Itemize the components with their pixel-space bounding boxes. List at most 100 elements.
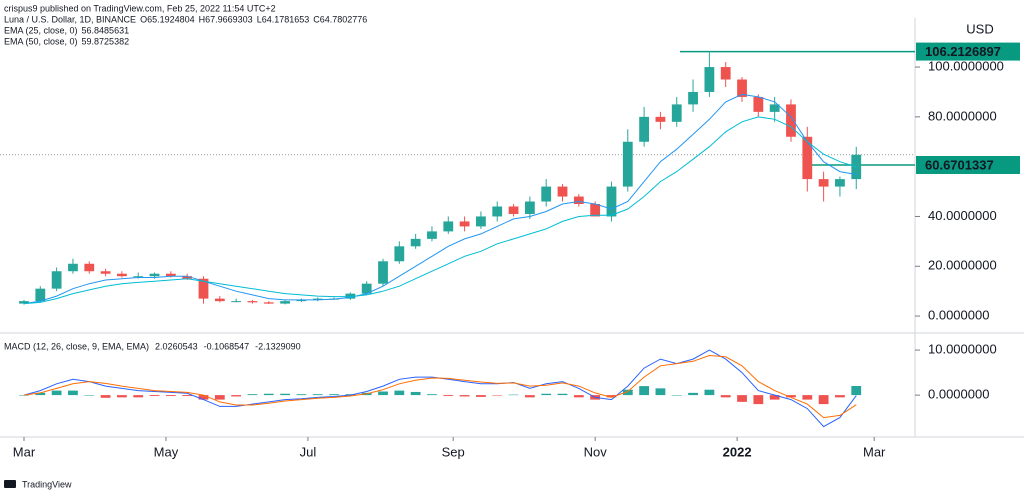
candle-body (769, 104, 780, 112)
candle-body (149, 273, 160, 277)
macd-histogram-bar (182, 395, 193, 397)
candle-body (590, 204, 601, 217)
ema-line (23, 116, 857, 305)
candle-body (280, 301, 290, 304)
x-tick-label: Jul (300, 444, 317, 459)
macd-histogram-bar (459, 395, 470, 397)
macd-histogram-bar (329, 394, 339, 396)
candle-body (541, 186, 552, 202)
x-tick-label: May (154, 444, 179, 459)
y-tick-label: 0.0000000 (928, 307, 989, 322)
macd-histogram-bar (606, 395, 617, 398)
macd-histogram-bar (737, 395, 747, 402)
candle-body (410, 238, 421, 247)
candle-body (443, 221, 454, 232)
macd-histogram-bar (573, 395, 584, 398)
x-tick-label: 2022 (723, 444, 752, 459)
macd-histogram-bar (639, 386, 650, 396)
macd-histogram-bar (133, 395, 144, 398)
footer: TradingView (22, 479, 72, 489)
macd-histogram-bar (818, 395, 829, 405)
macd-histogram-bar (508, 394, 519, 396)
macd-histogram-bar (688, 392, 698, 396)
macd-histogram-bar (247, 394, 258, 396)
macd-histogram-bar (557, 393, 568, 396)
macd-histogram-bar (263, 393, 274, 396)
macd-histogram-bar (443, 395, 454, 397)
candle-body (753, 96, 764, 112)
candle-body (84, 263, 95, 272)
header-text: O65.1924804 (140, 14, 195, 24)
candle-body (165, 273, 176, 277)
candle-body (68, 263, 78, 272)
macd-histogram-bar (851, 385, 862, 396)
candle-body (476, 216, 486, 227)
ema-line (23, 93, 857, 305)
candle-body (818, 179, 829, 187)
macd-histogram-bar (19, 395, 29, 396)
legend-value: 56.8485631 (82, 25, 130, 35)
y-tick-label: 80.0000000 (928, 108, 997, 123)
macd-histogram-bar (410, 391, 421, 396)
candle-body (312, 298, 323, 300)
y-tick-label: 100.0000000 (928, 58, 1004, 73)
horizontal-line-label: 106.2126897 (925, 44, 1001, 59)
macd-histogram-bar (378, 391, 388, 396)
y-tick-label: 40.0000000 (928, 208, 997, 223)
macd-line-value: -2.1329090 (255, 341, 301, 351)
candle-body (492, 206, 503, 217)
candle-body (622, 141, 633, 187)
macd-histogram-bar (296, 394, 307, 396)
candle-body (51, 271, 62, 289)
candle-body (835, 179, 845, 187)
candle-body (263, 302, 274, 304)
header-text: H67.9669303 (199, 14, 253, 24)
macd-histogram-bar (671, 395, 682, 396)
macd-histogram-bar (198, 395, 209, 400)
macd-histogram-bar (786, 395, 796, 398)
candle-body (182, 276, 193, 279)
candle-body (508, 206, 519, 214)
candle-body (133, 276, 144, 278)
candle-body (296, 299, 307, 302)
candle-body (606, 186, 617, 217)
macd-histogram-bar (655, 388, 666, 396)
candle-body (35, 288, 46, 302)
candle-body (198, 278, 209, 299)
macd-histogram-bar (84, 395, 95, 396)
macd-histogram-bar (214, 395, 225, 400)
horizontal-line-label-bg (916, 42, 1020, 61)
macd-histogram-bar (835, 395, 845, 398)
candle-body (100, 271, 111, 274)
header-text: L64.1781653 (257, 14, 310, 24)
candle-body (573, 196, 584, 205)
macd-histogram-bar (394, 390, 405, 396)
candle-body (247, 301, 258, 303)
candle-body (117, 273, 127, 277)
macd-histogram-bar (280, 393, 290, 396)
candle-body (459, 221, 470, 227)
currency: USD (966, 21, 993, 36)
candle-body (639, 116, 650, 142)
y-tick-label: 20.0000000 (928, 258, 997, 273)
horizontal-line-label-bg (916, 155, 1020, 174)
candle-body (786, 104, 796, 137)
macd-histogram-bar (753, 395, 764, 405)
x-tick-label: Mar (863, 444, 886, 459)
macd-histogram-bar (117, 395, 127, 398)
candle-body (655, 116, 666, 122)
legend-name: EMA (50, close, 0) (4, 36, 78, 46)
x-tick-label: Sep (442, 444, 465, 459)
candle-body (688, 91, 698, 105)
macd-histogram-bar (720, 395, 731, 398)
macd-histogram-bar (492, 395, 503, 396)
macd-hist-value: 2.0260543 (155, 341, 198, 351)
candle-body (361, 283, 372, 294)
candle-body (802, 136, 813, 180)
candle-body (214, 298, 225, 302)
macd-line-value: -0.1068547 (204, 341, 250, 351)
candle-body (378, 261, 388, 284)
candle-body (427, 231, 437, 239)
